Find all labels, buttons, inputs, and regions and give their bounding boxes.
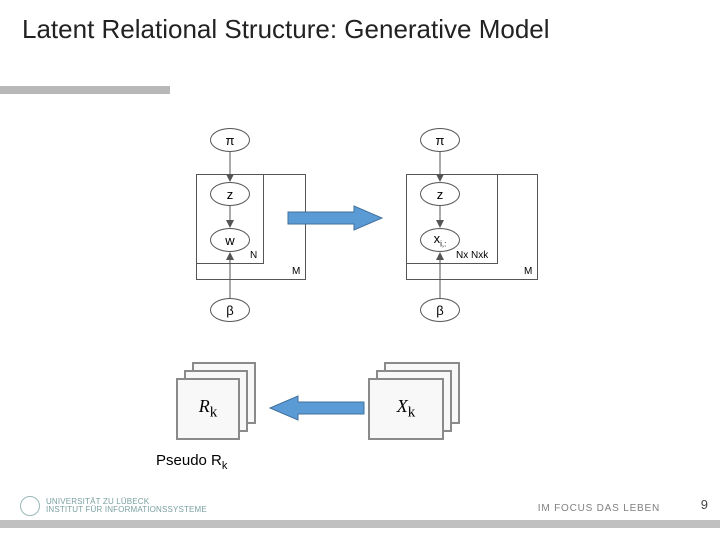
right-pi-label: π <box>436 133 445 148</box>
left-w-label: w <box>225 233 234 248</box>
left-arrow-beta-w <box>229 252 231 298</box>
left-z-label: z <box>227 187 234 202</box>
footer-left-line2: INSTITUT FÜR INFORMATIONSSYSTEME <box>46 506 207 514</box>
left-doc-label: Rk <box>199 396 218 422</box>
left-w-node: w <box>210 228 250 252</box>
pseudo-caption: Pseudo Rk <box>156 452 227 472</box>
right-z-label: z <box>437 187 444 202</box>
big-arrow-right-icon <box>288 204 384 232</box>
right-arrow-beta-x <box>439 252 441 298</box>
left-arrow-z-w <box>229 206 231 228</box>
left-beta-label: β <box>226 303 233 318</box>
left-arrow-pi-z <box>229 152 231 182</box>
right-beta-label: β <box>436 303 443 318</box>
right-z-node: z <box>420 182 460 206</box>
left-pi-label: π <box>226 133 235 148</box>
page-number: 9 <box>701 497 708 512</box>
footer-left: UNIVERSITÄT ZU LÜBECK INSTITUT FÜR INFOR… <box>20 496 207 516</box>
right-outer-plate-label: M <box>524 266 532 277</box>
footer-bar <box>0 520 720 528</box>
right-x-node: xi,: <box>420 228 460 252</box>
right-pi-node: π <box>420 128 460 152</box>
left-pi-node: π <box>210 128 250 152</box>
right-x-label: xi,: <box>434 231 447 249</box>
title-rule <box>0 86 170 94</box>
right-beta-node: β <box>420 298 460 322</box>
left-beta-node: β <box>210 298 250 322</box>
right-inner-plate-label: Nx Nxk <box>456 250 488 261</box>
left-z-node: z <box>210 182 250 206</box>
left-inner-plate-label: N <box>250 250 257 261</box>
university-seal-icon <box>20 496 40 516</box>
right-doc-label: Xk <box>397 396 416 422</box>
page-title: Latent Relational Structure: Generative … <box>0 0 720 49</box>
right-arrow-pi-z <box>439 152 441 182</box>
footer-right: IM FOCUS DAS LEBEN <box>538 503 660 514</box>
left-outer-plate-label: M <box>292 266 300 277</box>
big-arrow-left-icon <box>268 394 364 422</box>
right-arrow-z-x <box>439 206 441 228</box>
